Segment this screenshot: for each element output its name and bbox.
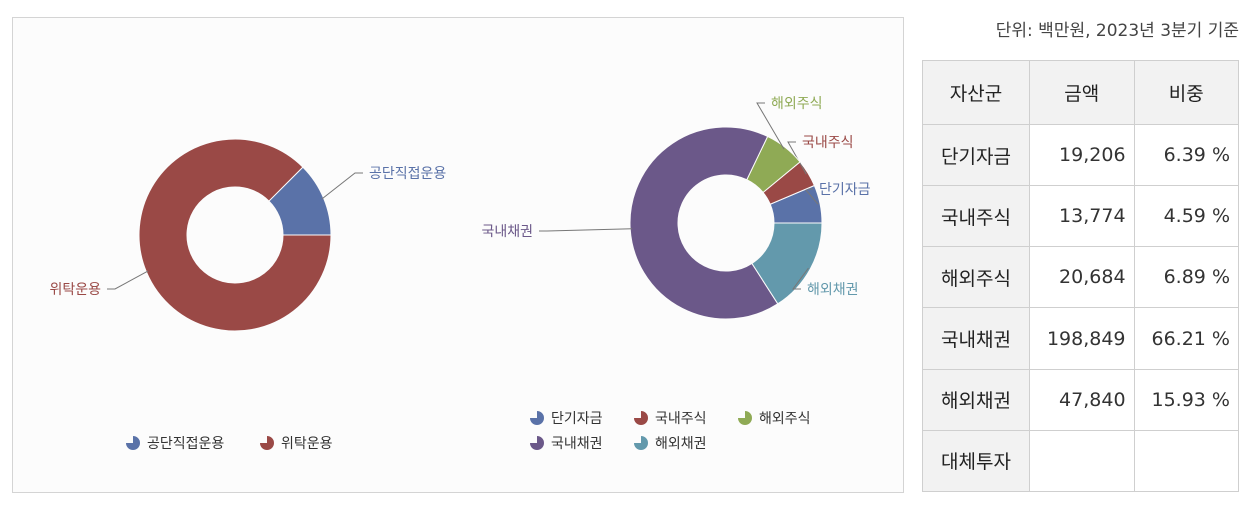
- pie-legend-icon: [126, 436, 140, 450]
- pie-legend-icon: [530, 436, 544, 450]
- asset-ratio: 4.59 %: [1133, 185, 1240, 248]
- asset-name: 국내채권: [922, 307, 1030, 370]
- legend-item-국내채권[interactable]: 국내채권: [530, 436, 603, 452]
- slice-label-해외주식: 해외주식: [771, 96, 823, 112]
- leader-line: [107, 270, 149, 290]
- table-row: 단기자금 19,206 6.39 %: [922, 123, 1240, 187]
- asset-ratio: 66.21 %: [1133, 307, 1240, 370]
- asset-ratio: [1133, 429, 1240, 493]
- pie-legend-icon: [634, 436, 648, 450]
- pie-legend-icon: [738, 411, 752, 425]
- slice-label-공단직접운용: 공단직접운용: [369, 166, 446, 182]
- header-asset-class: 자산군: [922, 60, 1030, 125]
- table-row: 대체투자: [922, 429, 1240, 493]
- leader-line: [787, 141, 807, 175]
- chart-panel: 공단직접운용 위탁운용 공단직접운용 위탁운용 단기자금 국내주식 해외주식 국내채권 해외채권…: [12, 17, 904, 493]
- unit-note: 단위: 백만원, 2023년 3분기 기준: [995, 21, 1239, 41]
- header-amount: 금액: [1029, 60, 1135, 125]
- asset-amount: 19,206: [1029, 123, 1135, 187]
- asset-amount: 47,840: [1029, 368, 1135, 431]
- asset-table: 자산군 금액 비중 단기자금 19,206 6.39 % 국내주식 13,774…: [922, 60, 1240, 493]
- asset-amount: 13,774: [1029, 185, 1135, 248]
- legend-item-위탁운용[interactable]: 위탁운용: [260, 436, 333, 452]
- asset-name: 해외주식: [922, 246, 1030, 309]
- legend-label: 국내채권: [551, 436, 603, 452]
- slice-label-국내주식: 국내주식: [802, 135, 854, 151]
- asset-ratio: 6.89 %: [1133, 246, 1240, 309]
- donut-slice-해외채권: [751, 222, 823, 305]
- table-header-row: 자산군 금액 비중: [922, 60, 1240, 125]
- slice-label-해외채권: 해외채권: [807, 282, 859, 298]
- legend-item-해외채권[interactable]: 해외채권: [634, 436, 707, 452]
- legend-label: 해외채권: [655, 436, 707, 452]
- table-row: 국내채권 198,849 66.21 %: [922, 307, 1240, 370]
- asset-name: 국내주식: [922, 185, 1030, 248]
- asset-ratio: 15.93 %: [1133, 368, 1240, 431]
- legend-item-공단직접운용[interactable]: 공단직접운용: [126, 436, 224, 452]
- pie-legend-icon: [634, 411, 648, 425]
- asset-amount: [1029, 429, 1135, 493]
- leader-line: [539, 228, 633, 232]
- asset-amount: 20,684: [1029, 246, 1135, 309]
- legend-label: 해외주식: [759, 411, 811, 427]
- legend-label: 단기자금: [551, 411, 603, 427]
- legend-label: 위탁운용: [281, 436, 333, 452]
- asset-ratio: 6.39 %: [1133, 123, 1240, 187]
- legend-item-해외주식[interactable]: 해외주식: [738, 411, 811, 427]
- asset-name: 대체투자: [922, 429, 1030, 493]
- slice-label-위탁운용: 위탁운용: [49, 282, 101, 298]
- asset-amount: 198,849: [1029, 307, 1135, 370]
- table-row: 해외채권 47,840 15.93 %: [922, 368, 1240, 431]
- leader-line: [792, 267, 809, 290]
- leader-line: [756, 102, 785, 150]
- legend-label: 국내주식: [655, 411, 707, 427]
- legend-item-국내주식[interactable]: 국내주식: [634, 411, 707, 427]
- slice-label-단기자금: 단기자금: [819, 182, 871, 198]
- legend-item-단기자금[interactable]: 단기자금: [530, 411, 603, 427]
- slice-label-국내채권: 국내채권: [481, 224, 533, 240]
- table-row: 국내주식 13,774 4.59 %: [922, 185, 1240, 248]
- pie-legend-icon: [260, 436, 274, 450]
- leader-line: [321, 172, 363, 200]
- asset-name: 단기자금: [922, 123, 1030, 187]
- asset-name: 해외채권: [922, 368, 1030, 431]
- pie-legend-icon: [530, 411, 544, 425]
- table-row: 해외주식 20,684 6.89 %: [922, 246, 1240, 309]
- header-ratio: 비중: [1133, 60, 1240, 125]
- legend-label: 공단직접운용: [147, 436, 224, 452]
- donut-slice-국내채권: [629, 126, 779, 320]
- donut-slice-위탁운용: [138, 138, 332, 332]
